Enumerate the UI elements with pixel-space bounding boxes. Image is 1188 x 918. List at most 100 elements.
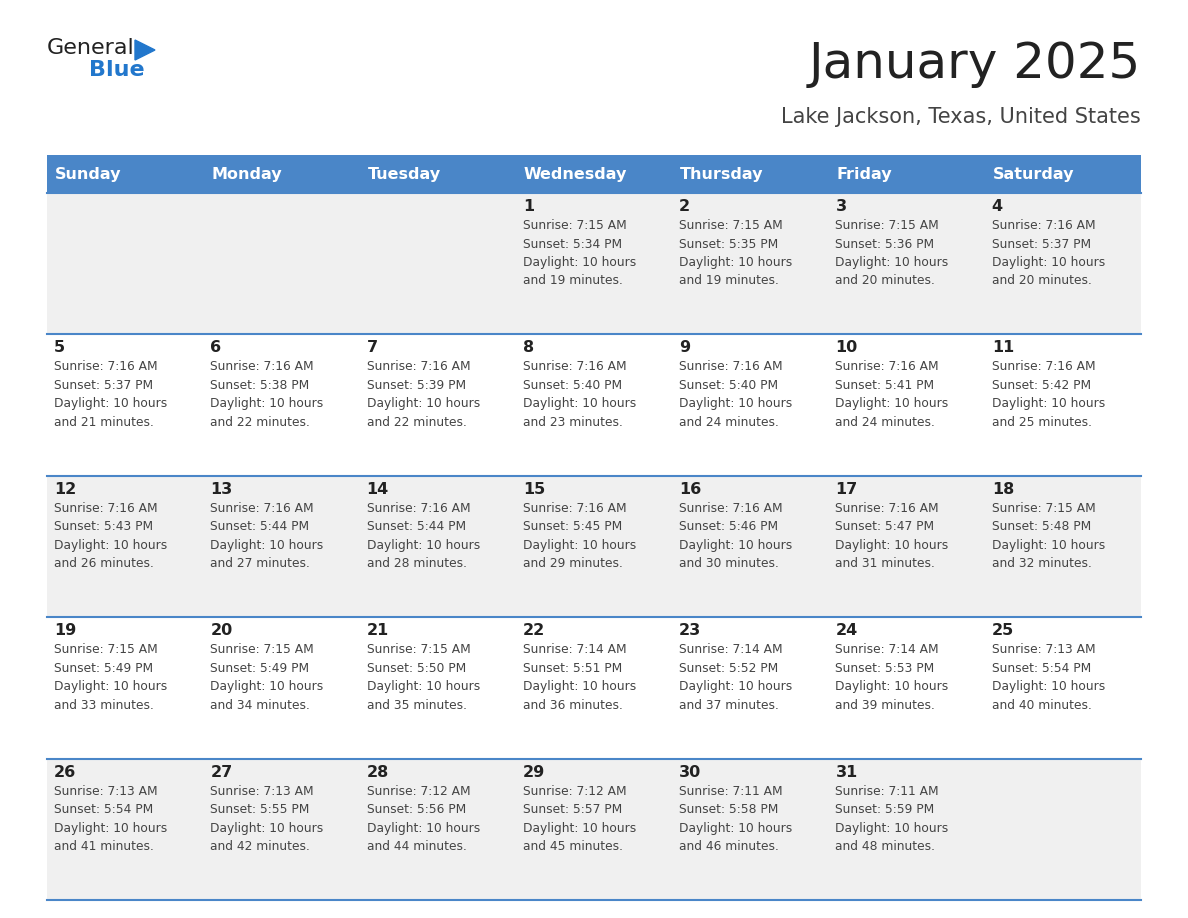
Bar <box>672 334 828 476</box>
Bar <box>203 617 360 758</box>
Text: 4: 4 <box>992 199 1003 214</box>
Bar <box>672 193 828 334</box>
Bar <box>672 758 828 900</box>
Bar <box>360 334 516 476</box>
Text: Sunrise: 7:14 AM
Sunset: 5:52 PM
Daylight: 10 hours
and 37 minutes.: Sunrise: 7:14 AM Sunset: 5:52 PM Dayligh… <box>680 644 792 711</box>
Text: 16: 16 <box>680 482 701 497</box>
Text: Sunrise: 7:16 AM
Sunset: 5:43 PM
Daylight: 10 hours
and 26 minutes.: Sunrise: 7:16 AM Sunset: 5:43 PM Dayligh… <box>53 502 168 570</box>
Text: 13: 13 <box>210 482 233 497</box>
Text: 26: 26 <box>53 765 76 779</box>
Text: 1: 1 <box>523 199 533 214</box>
Text: 6: 6 <box>210 341 221 355</box>
Text: Sunrise: 7:14 AM
Sunset: 5:53 PM
Daylight: 10 hours
and 39 minutes.: Sunrise: 7:14 AM Sunset: 5:53 PM Dayligh… <box>835 644 949 711</box>
Text: 18: 18 <box>992 482 1015 497</box>
Text: 8: 8 <box>523 341 533 355</box>
Text: Sunrise: 7:16 AM
Sunset: 5:40 PM
Daylight: 10 hours
and 23 minutes.: Sunrise: 7:16 AM Sunset: 5:40 PM Dayligh… <box>523 361 636 429</box>
Text: Sunrise: 7:15 AM
Sunset: 5:36 PM
Daylight: 10 hours
and 20 minutes.: Sunrise: 7:15 AM Sunset: 5:36 PM Dayligh… <box>835 219 949 287</box>
Bar <box>985 155 1140 193</box>
Text: Sunrise: 7:14 AM
Sunset: 5:51 PM
Daylight: 10 hours
and 36 minutes.: Sunrise: 7:14 AM Sunset: 5:51 PM Dayligh… <box>523 644 636 711</box>
Text: 29: 29 <box>523 765 545 779</box>
Text: 10: 10 <box>835 341 858 355</box>
Bar <box>48 476 203 617</box>
Text: Sunrise: 7:13 AM
Sunset: 5:54 PM
Daylight: 10 hours
and 40 minutes.: Sunrise: 7:13 AM Sunset: 5:54 PM Dayligh… <box>992 644 1105 711</box>
Bar <box>360 155 516 193</box>
Bar <box>360 758 516 900</box>
Text: Sunrise: 7:16 AM
Sunset: 5:37 PM
Daylight: 10 hours
and 20 minutes.: Sunrise: 7:16 AM Sunset: 5:37 PM Dayligh… <box>992 219 1105 287</box>
Text: 17: 17 <box>835 482 858 497</box>
Bar <box>360 193 516 334</box>
Text: Sunrise: 7:15 AM
Sunset: 5:49 PM
Daylight: 10 hours
and 33 minutes.: Sunrise: 7:15 AM Sunset: 5:49 PM Dayligh… <box>53 644 168 711</box>
Text: 23: 23 <box>680 623 701 638</box>
Bar <box>48 617 203 758</box>
Bar <box>48 193 203 334</box>
Text: 5: 5 <box>53 341 65 355</box>
Text: Monday: Monday <box>211 166 282 182</box>
Text: General: General <box>48 38 134 58</box>
Bar <box>203 758 360 900</box>
Text: 28: 28 <box>367 765 388 779</box>
Text: 3: 3 <box>835 199 847 214</box>
Text: Saturday: Saturday <box>993 166 1074 182</box>
Text: Sunrise: 7:16 AM
Sunset: 5:44 PM
Daylight: 10 hours
and 27 minutes.: Sunrise: 7:16 AM Sunset: 5:44 PM Dayligh… <box>210 502 323 570</box>
Bar <box>48 758 203 900</box>
Bar <box>48 334 203 476</box>
Bar <box>203 476 360 617</box>
Text: Sunrise: 7:13 AM
Sunset: 5:55 PM
Daylight: 10 hours
and 42 minutes.: Sunrise: 7:13 AM Sunset: 5:55 PM Dayligh… <box>210 785 323 853</box>
Bar <box>985 617 1140 758</box>
Bar <box>672 617 828 758</box>
Bar <box>203 193 360 334</box>
Bar <box>360 617 516 758</box>
Text: Wednesday: Wednesday <box>524 166 627 182</box>
Bar <box>203 155 360 193</box>
Bar <box>516 193 672 334</box>
Text: Sunrise: 7:16 AM
Sunset: 5:38 PM
Daylight: 10 hours
and 22 minutes.: Sunrise: 7:16 AM Sunset: 5:38 PM Dayligh… <box>210 361 323 429</box>
Text: Sunrise: 7:13 AM
Sunset: 5:54 PM
Daylight: 10 hours
and 41 minutes.: Sunrise: 7:13 AM Sunset: 5:54 PM Dayligh… <box>53 785 168 853</box>
Text: 14: 14 <box>367 482 388 497</box>
Text: 22: 22 <box>523 623 545 638</box>
Text: Sunrise: 7:16 AM
Sunset: 5:42 PM
Daylight: 10 hours
and 25 minutes.: Sunrise: 7:16 AM Sunset: 5:42 PM Dayligh… <box>992 361 1105 429</box>
Bar <box>516 617 672 758</box>
Bar <box>828 334 985 476</box>
Text: 27: 27 <box>210 765 233 779</box>
Text: Sunrise: 7:15 AM
Sunset: 5:35 PM
Daylight: 10 hours
and 19 minutes.: Sunrise: 7:15 AM Sunset: 5:35 PM Dayligh… <box>680 219 792 287</box>
Text: 24: 24 <box>835 623 858 638</box>
Bar <box>516 758 672 900</box>
Text: 19: 19 <box>53 623 76 638</box>
Bar <box>516 334 672 476</box>
Bar <box>672 476 828 617</box>
Text: Sunrise: 7:15 AM
Sunset: 5:48 PM
Daylight: 10 hours
and 32 minutes.: Sunrise: 7:15 AM Sunset: 5:48 PM Dayligh… <box>992 502 1105 570</box>
Text: Sunrise: 7:11 AM
Sunset: 5:58 PM
Daylight: 10 hours
and 46 minutes.: Sunrise: 7:11 AM Sunset: 5:58 PM Dayligh… <box>680 785 792 853</box>
Text: Sunrise: 7:12 AM
Sunset: 5:56 PM
Daylight: 10 hours
and 44 minutes.: Sunrise: 7:12 AM Sunset: 5:56 PM Dayligh… <box>367 785 480 853</box>
Bar <box>985 193 1140 334</box>
Text: Thursday: Thursday <box>681 166 764 182</box>
Text: Blue: Blue <box>89 60 145 80</box>
Bar <box>360 476 516 617</box>
Text: 21: 21 <box>367 623 388 638</box>
Text: Sunrise: 7:16 AM
Sunset: 5:45 PM
Daylight: 10 hours
and 29 minutes.: Sunrise: 7:16 AM Sunset: 5:45 PM Dayligh… <box>523 502 636 570</box>
Bar <box>203 334 360 476</box>
Bar <box>516 476 672 617</box>
Text: Sunrise: 7:12 AM
Sunset: 5:57 PM
Daylight: 10 hours
and 45 minutes.: Sunrise: 7:12 AM Sunset: 5:57 PM Dayligh… <box>523 785 636 853</box>
Text: 15: 15 <box>523 482 545 497</box>
Text: Sunrise: 7:16 AM
Sunset: 5:44 PM
Daylight: 10 hours
and 28 minutes.: Sunrise: 7:16 AM Sunset: 5:44 PM Dayligh… <box>367 502 480 570</box>
Bar <box>828 193 985 334</box>
Text: Lake Jackson, Texas, United States: Lake Jackson, Texas, United States <box>782 107 1140 127</box>
Bar <box>672 155 828 193</box>
Text: January 2025: January 2025 <box>809 40 1140 88</box>
Text: Sunrise: 7:16 AM
Sunset: 5:40 PM
Daylight: 10 hours
and 24 minutes.: Sunrise: 7:16 AM Sunset: 5:40 PM Dayligh… <box>680 361 792 429</box>
Bar <box>985 758 1140 900</box>
Text: Friday: Friday <box>836 166 892 182</box>
Bar <box>985 334 1140 476</box>
Bar <box>985 476 1140 617</box>
Bar <box>828 758 985 900</box>
Bar <box>48 155 203 193</box>
Text: Sunrise: 7:15 AM
Sunset: 5:34 PM
Daylight: 10 hours
and 19 minutes.: Sunrise: 7:15 AM Sunset: 5:34 PM Dayligh… <box>523 219 636 287</box>
Text: Sunrise: 7:16 AM
Sunset: 5:37 PM
Daylight: 10 hours
and 21 minutes.: Sunrise: 7:16 AM Sunset: 5:37 PM Dayligh… <box>53 361 168 429</box>
Text: Sunrise: 7:16 AM
Sunset: 5:46 PM
Daylight: 10 hours
and 30 minutes.: Sunrise: 7:16 AM Sunset: 5:46 PM Dayligh… <box>680 502 792 570</box>
Text: 7: 7 <box>367 341 378 355</box>
Text: 9: 9 <box>680 341 690 355</box>
Bar <box>516 155 672 193</box>
Text: 20: 20 <box>210 623 233 638</box>
Text: 25: 25 <box>992 623 1015 638</box>
Text: Sunrise: 7:16 AM
Sunset: 5:41 PM
Daylight: 10 hours
and 24 minutes.: Sunrise: 7:16 AM Sunset: 5:41 PM Dayligh… <box>835 361 949 429</box>
